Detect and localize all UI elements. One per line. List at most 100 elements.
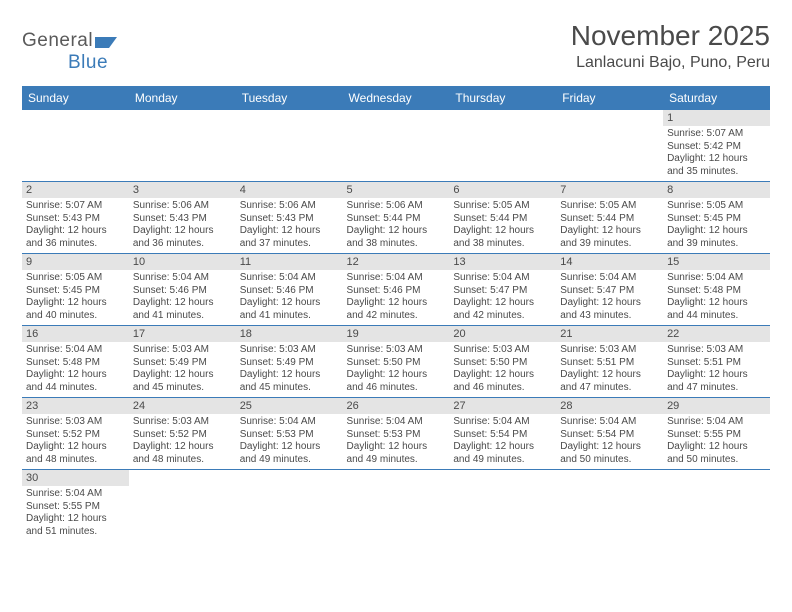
calendar-row: 30Sunrise: 5:04 AMSunset: 5:55 PMDayligh… <box>22 470 770 542</box>
day-body: Sunrise: 5:03 AMSunset: 5:51 PMDaylight:… <box>663 342 770 397</box>
day-body: Sunrise: 5:03 AMSunset: 5:52 PMDaylight:… <box>22 414 129 469</box>
calendar-cell: 16Sunrise: 5:04 AMSunset: 5:48 PMDayligh… <box>22 326 129 398</box>
sunrise-line: Sunrise: 5:07 AM <box>667 128 743 139</box>
daylight-line: Daylight: 12 hours and 41 minutes. <box>133 297 214 321</box>
calendar-cell: 22Sunrise: 5:03 AMSunset: 5:51 PMDayligh… <box>663 326 770 398</box>
sunset-line: Sunset: 5:42 PM <box>667 141 741 152</box>
sunset-line: Sunset: 5:54 PM <box>453 429 527 440</box>
sunset-line: Sunset: 5:55 PM <box>26 501 100 512</box>
daylight-line: Daylight: 12 hours and 42 minutes. <box>453 297 534 321</box>
sunrise-line: Sunrise: 5:03 AM <box>240 344 316 355</box>
calendar-cell-empty <box>129 470 236 542</box>
dayhead-thu: Thursday <box>449 86 556 110</box>
title-block: November 2025 Lanlacuni Bajo, Puno, Peru <box>571 20 770 72</box>
dayhead-fri: Friday <box>556 86 663 110</box>
day-number: 17 <box>129 326 236 342</box>
sunset-line: Sunset: 5:51 PM <box>667 357 741 368</box>
sunrise-line: Sunrise: 5:05 AM <box>26 272 102 283</box>
calendar-cell: 29Sunrise: 5:04 AMSunset: 5:55 PMDayligh… <box>663 398 770 470</box>
calendar-table: Sunday Monday Tuesday Wednesday Thursday… <box>22 86 770 541</box>
sunrise-line: Sunrise: 5:04 AM <box>133 272 209 283</box>
sunset-line: Sunset: 5:44 PM <box>560 213 634 224</box>
sunset-line: Sunset: 5:45 PM <box>26 285 100 296</box>
calendar-cell: 21Sunrise: 5:03 AMSunset: 5:51 PMDayligh… <box>556 326 663 398</box>
calendar-cell: 25Sunrise: 5:04 AMSunset: 5:53 PMDayligh… <box>236 398 343 470</box>
sunrise-line: Sunrise: 5:06 AM <box>133 200 209 211</box>
day-number: 16 <box>22 326 129 342</box>
calendar-cell: 30Sunrise: 5:04 AMSunset: 5:55 PMDayligh… <box>22 470 129 542</box>
sunset-line: Sunset: 5:49 PM <box>133 357 207 368</box>
calendar-cell: 8Sunrise: 5:05 AMSunset: 5:45 PMDaylight… <box>663 182 770 254</box>
calendar-cell: 23Sunrise: 5:03 AMSunset: 5:52 PMDayligh… <box>22 398 129 470</box>
day-body: Sunrise: 5:04 AMSunset: 5:53 PMDaylight:… <box>343 414 450 469</box>
day-body: Sunrise: 5:03 AMSunset: 5:51 PMDaylight:… <box>556 342 663 397</box>
sunset-line: Sunset: 5:45 PM <box>667 213 741 224</box>
brand-general: General <box>22 30 93 51</box>
sunrise-line: Sunrise: 5:04 AM <box>347 272 423 283</box>
daylight-line: Daylight: 12 hours and 44 minutes. <box>26 369 107 393</box>
day-number: 6 <box>449 182 556 198</box>
brand-blue: Blue <box>68 52 108 73</box>
day-number: 25 <box>236 398 343 414</box>
day-number: 28 <box>556 398 663 414</box>
location: Lanlacuni Bajo, Puno, Peru <box>571 54 770 72</box>
day-body: Sunrise: 5:04 AMSunset: 5:54 PMDaylight:… <box>449 414 556 469</box>
day-body: Sunrise: 5:06 AMSunset: 5:43 PMDaylight:… <box>236 198 343 253</box>
sunrise-line: Sunrise: 5:04 AM <box>240 416 316 427</box>
sunrise-line: Sunrise: 5:04 AM <box>453 272 529 283</box>
day-number: 2 <box>22 182 129 198</box>
dayhead-mon: Monday <box>129 86 236 110</box>
day-number: 10 <box>129 254 236 270</box>
sunset-line: Sunset: 5:44 PM <box>347 213 421 224</box>
calendar-row: 2Sunrise: 5:07 AMSunset: 5:43 PMDaylight… <box>22 182 770 254</box>
day-number: 7 <box>556 182 663 198</box>
day-body: Sunrise: 5:04 AMSunset: 5:48 PMDaylight:… <box>663 270 770 325</box>
sunrise-line: Sunrise: 5:04 AM <box>240 272 316 283</box>
calendar-cell: 27Sunrise: 5:04 AMSunset: 5:54 PMDayligh… <box>449 398 556 470</box>
sunset-line: Sunset: 5:47 PM <box>560 285 634 296</box>
day-body: Sunrise: 5:05 AMSunset: 5:45 PMDaylight:… <box>22 270 129 325</box>
calendar-cell: 13Sunrise: 5:04 AMSunset: 5:47 PMDayligh… <box>449 254 556 326</box>
calendar-cell: 15Sunrise: 5:04 AMSunset: 5:48 PMDayligh… <box>663 254 770 326</box>
calendar-cell-empty <box>663 470 770 542</box>
calendar-body: 1Sunrise: 5:07 AMSunset: 5:42 PMDaylight… <box>22 110 770 541</box>
sunrise-line: Sunrise: 5:03 AM <box>133 416 209 427</box>
sunrise-line: Sunrise: 5:04 AM <box>453 416 529 427</box>
calendar-cell: 1Sunrise: 5:07 AMSunset: 5:42 PMDaylight… <box>663 110 770 182</box>
calendar-row: 1Sunrise: 5:07 AMSunset: 5:42 PMDaylight… <box>22 110 770 182</box>
day-body: Sunrise: 5:04 AMSunset: 5:48 PMDaylight:… <box>22 342 129 397</box>
sunrise-line: Sunrise: 5:03 AM <box>133 344 209 355</box>
calendar-cell: 19Sunrise: 5:03 AMSunset: 5:50 PMDayligh… <box>343 326 450 398</box>
weekday-header-row: Sunday Monday Tuesday Wednesday Thursday… <box>22 86 770 110</box>
calendar-cell: 6Sunrise: 5:05 AMSunset: 5:44 PMDaylight… <box>449 182 556 254</box>
sunset-line: Sunset: 5:46 PM <box>133 285 207 296</box>
calendar-cell-empty <box>236 110 343 182</box>
sunset-line: Sunset: 5:47 PM <box>453 285 527 296</box>
calendar-cell: 26Sunrise: 5:04 AMSunset: 5:53 PMDayligh… <box>343 398 450 470</box>
sunset-line: Sunset: 5:48 PM <box>26 357 100 368</box>
day-number: 29 <box>663 398 770 414</box>
calendar-row: 9Sunrise: 5:05 AMSunset: 5:45 PMDaylight… <box>22 254 770 326</box>
daylight-line: Daylight: 12 hours and 36 minutes. <box>26 225 107 249</box>
sunset-line: Sunset: 5:46 PM <box>240 285 314 296</box>
sunrise-line: Sunrise: 5:05 AM <box>667 200 743 211</box>
sunset-line: Sunset: 5:51 PM <box>560 357 634 368</box>
dayhead-wed: Wednesday <box>343 86 450 110</box>
sunset-line: Sunset: 5:53 PM <box>240 429 314 440</box>
page-title: November 2025 <box>571 20 770 52</box>
sunrise-line: Sunrise: 5:07 AM <box>26 200 102 211</box>
daylight-line: Daylight: 12 hours and 46 minutes. <box>453 369 534 393</box>
daylight-line: Daylight: 12 hours and 46 minutes. <box>347 369 428 393</box>
day-number: 14 <box>556 254 663 270</box>
daylight-line: Daylight: 12 hours and 38 minutes. <box>347 225 428 249</box>
flag-icon <box>95 34 117 48</box>
day-number: 26 <box>343 398 450 414</box>
calendar-cell: 20Sunrise: 5:03 AMSunset: 5:50 PMDayligh… <box>449 326 556 398</box>
day-number: 22 <box>663 326 770 342</box>
daylight-line: Daylight: 12 hours and 36 minutes. <box>133 225 214 249</box>
daylight-line: Daylight: 12 hours and 42 minutes. <box>347 297 428 321</box>
daylight-line: Daylight: 12 hours and 45 minutes. <box>240 369 321 393</box>
sunset-line: Sunset: 5:55 PM <box>667 429 741 440</box>
calendar-cell: 7Sunrise: 5:05 AMSunset: 5:44 PMDaylight… <box>556 182 663 254</box>
daylight-line: Daylight: 12 hours and 43 minutes. <box>560 297 641 321</box>
